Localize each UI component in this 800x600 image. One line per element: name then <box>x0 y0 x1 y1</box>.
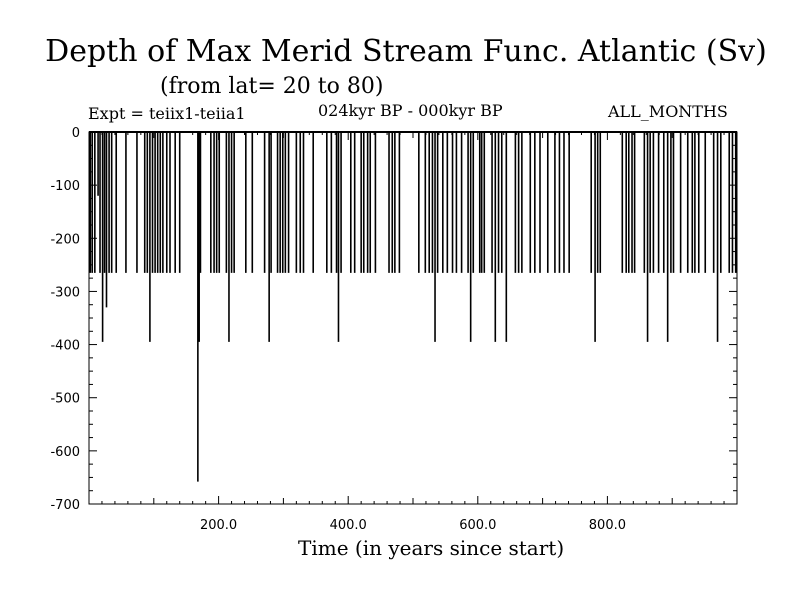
y-tick-label: -600 <box>50 445 80 460</box>
y-tick-label: -400 <box>50 339 80 354</box>
chart-title: Depth of Max Merid Stream Func. Atlantic… <box>45 34 767 69</box>
x-tick-label: 200.0 <box>200 518 237 533</box>
y-tick-label: -200 <box>50 232 80 247</box>
y-tick-label: -500 <box>50 392 80 407</box>
data-series <box>89 131 737 482</box>
x-tick-label: 600.0 <box>459 518 496 533</box>
x-axis-ticks: 200.0 400.0 600.0 800.0 <box>101 132 725 533</box>
x-tick-label: 800.0 <box>589 518 626 533</box>
plot-frame <box>88 131 738 505</box>
y-tick-label: -100 <box>50 179 80 194</box>
experiment-label: Expt = teiix1-teiia1 <box>88 104 246 123</box>
y-tick-label: -700 <box>50 498 80 513</box>
months-label: ALL_MONTHS <box>608 102 728 121</box>
y-axis-ticks: 0 -100 -200 -300 -400 -500 -600 -700 <box>50 126 737 513</box>
x-tick-label: 400.0 <box>330 518 367 533</box>
period-label: 024kyr BP - 000kyr BP <box>318 101 503 120</box>
y-tick-label: -300 <box>50 285 80 300</box>
y-tick-label: 0 <box>72 126 80 141</box>
chart-subtitle: (from lat= 20 to 80) <box>160 74 384 99</box>
x-axis-label: Time (in years since start) <box>298 536 565 560</box>
